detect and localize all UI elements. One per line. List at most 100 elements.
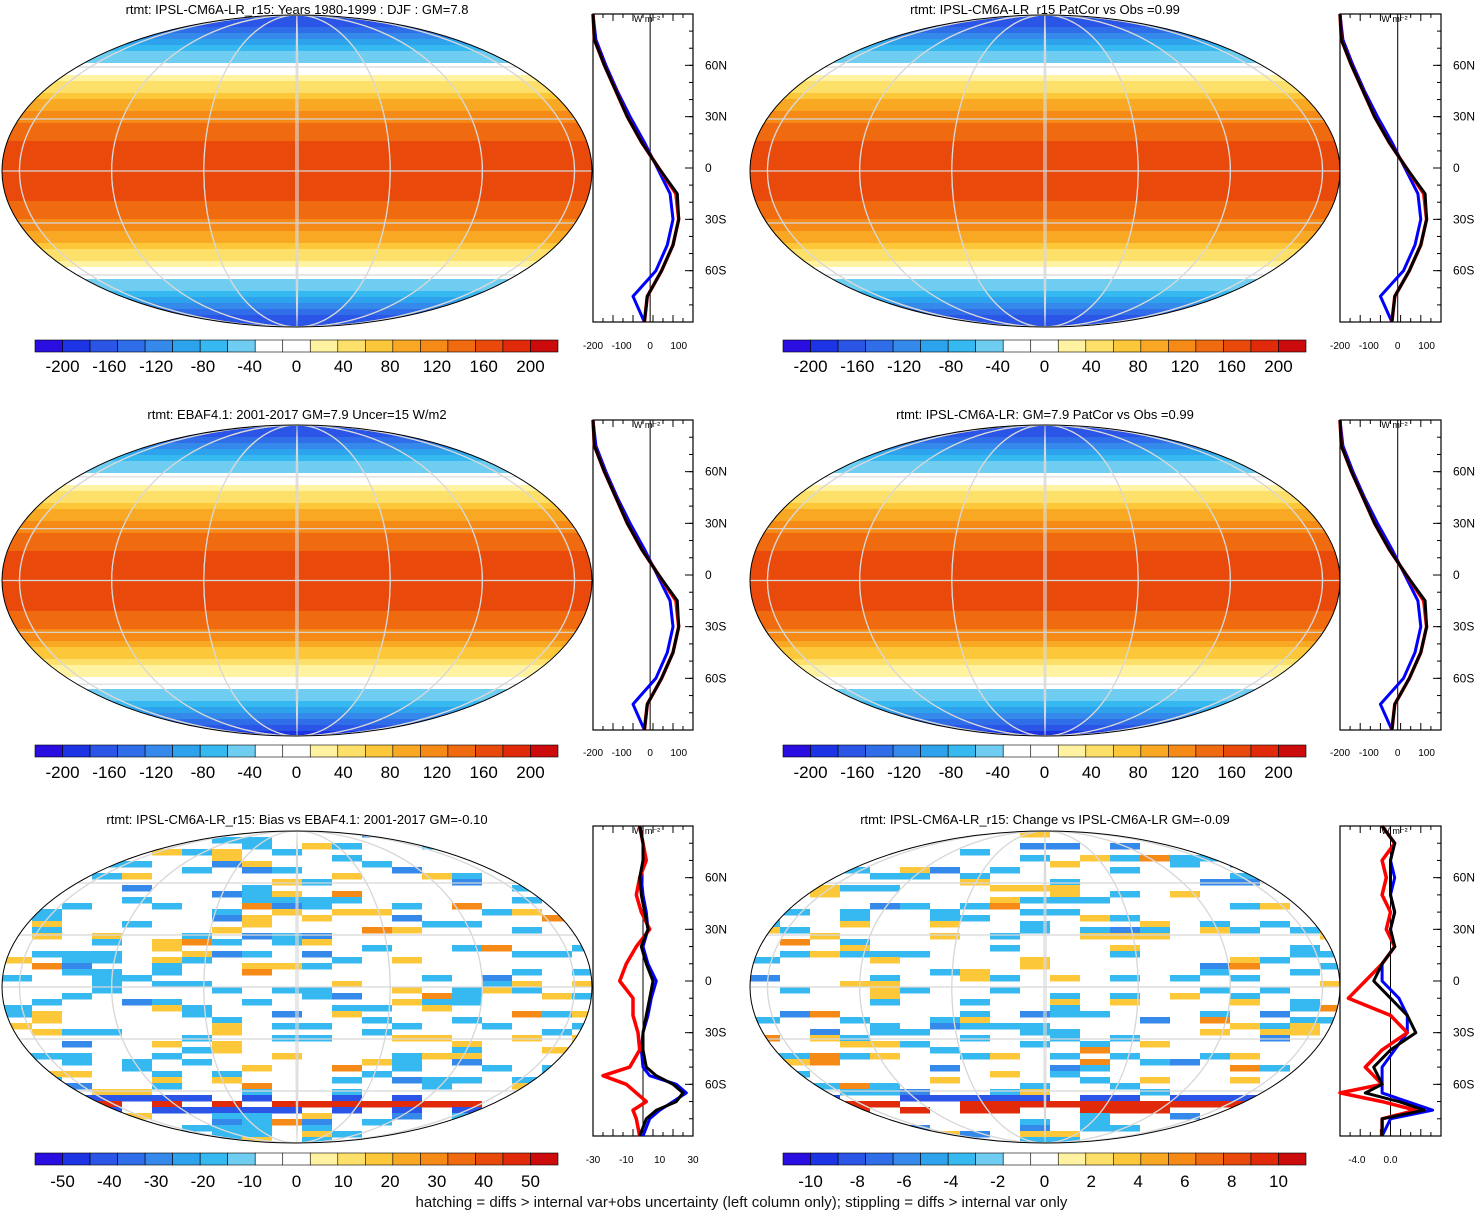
map-patch — [212, 909, 242, 916]
map-patch — [1200, 879, 1230, 886]
profile-units: W m⁻² — [1381, 826, 1407, 836]
map-patch — [542, 1047, 572, 1054]
map-band — [750, 129, 1340, 136]
map-patch — [840, 1137, 870, 1143]
colorbar-box — [447, 1152, 476, 1166]
map-band — [750, 491, 1340, 498]
map-patch — [810, 885, 840, 892]
map-patch — [92, 1113, 122, 1120]
map-patch — [1020, 885, 1050, 892]
map-band — [750, 63, 1340, 70]
map-patch — [1200, 1029, 1230, 1036]
map-patch — [1050, 1029, 1080, 1036]
colorbar-box — [34, 744, 63, 758]
map-patch — [750, 885, 780, 892]
colorbar-tick-label: 10 — [1269, 1172, 1288, 1191]
zonal-profile: W m⁻² 60N 30N 0 30S 60S -4.0 0.0 — [1338, 824, 1475, 1166]
map-patch — [1230, 963, 1260, 970]
map-patch — [1230, 879, 1260, 886]
map-band — [750, 39, 1340, 46]
map-patch — [870, 957, 900, 964]
map-band — [750, 27, 1340, 34]
colorbar-box — [1168, 744, 1197, 758]
map-band — [2, 171, 592, 178]
map-band — [750, 683, 1340, 690]
map-patch — [1140, 855, 1170, 862]
map-band — [750, 183, 1340, 190]
colorbar-box — [1057, 339, 1087, 353]
map-patch — [1020, 897, 1050, 904]
map-band — [2, 653, 592, 660]
map-patch — [62, 1071, 92, 1078]
map-patch — [572, 1023, 592, 1030]
map-patch — [152, 981, 182, 988]
map-patch — [1170, 891, 1200, 898]
map-patch — [62, 1137, 92, 1143]
map-patch — [1080, 927, 1110, 934]
map-patch — [332, 1011, 362, 1018]
map-patch — [302, 1113, 332, 1120]
map-patch — [1080, 1041, 1110, 1048]
map-patch — [422, 975, 452, 982]
map-patch — [1020, 831, 1050, 838]
profile-lat-label: 0 — [1453, 568, 1460, 582]
map-patch — [1050, 999, 1080, 1006]
map-patch — [482, 975, 512, 982]
map-patch — [32, 933, 62, 940]
map-patch — [1260, 921, 1290, 928]
map-patch — [422, 831, 452, 838]
map-band — [2, 303, 592, 310]
colorbar-box — [1168, 339, 1197, 353]
colorbar-tick-label: 120 — [423, 763, 451, 782]
colorbar-box — [420, 339, 449, 353]
map-patch — [302, 939, 332, 946]
map-band — [750, 225, 1340, 232]
map-patch — [572, 909, 592, 916]
map-meridian — [766, 425, 1324, 736]
map-band — [2, 695, 592, 702]
map-patch — [1110, 915, 1140, 922]
map-band — [750, 285, 1340, 292]
map-patch — [1050, 1005, 1080, 1012]
map-meridian — [1043, 425, 1047, 736]
colorbar-tick-label: 0 — [1040, 1172, 1049, 1191]
profile-series-line — [591, 419, 675, 731]
colorbar-box — [392, 1152, 421, 1166]
map-patch — [810, 1029, 840, 1036]
map-patch — [900, 1089, 930, 1096]
map-band — [2, 183, 592, 190]
map-band — [2, 689, 592, 696]
map-patch — [840, 867, 870, 874]
map-patch — [332, 981, 362, 988]
map-patch — [870, 999, 900, 1006]
colorbar-tick-label: 6 — [1180, 1172, 1189, 1191]
map-band — [2, 593, 592, 600]
map-patch — [242, 867, 272, 874]
map-band — [750, 665, 1340, 672]
map-patch — [272, 1101, 302, 1108]
map-patch — [572, 1053, 592, 1060]
map-band — [2, 267, 592, 274]
profile-series-line — [1338, 419, 1429, 731]
map-band — [750, 521, 1340, 528]
map-patch — [362, 1119, 392, 1126]
map-patch — [960, 1107, 990, 1114]
map-patch — [900, 987, 930, 994]
map-patch — [482, 909, 512, 916]
profile-x-label: 100 — [1418, 748, 1435, 759]
colorbar-box — [1250, 744, 1279, 758]
map-band — [2, 605, 592, 612]
map-band — [2, 455, 592, 462]
map-patch — [542, 1101, 572, 1108]
colorbar-box — [530, 1152, 559, 1166]
map-patch — [870, 1029, 900, 1036]
map-patch — [452, 993, 482, 1000]
map-patch — [840, 1017, 870, 1024]
colorbar-box — [502, 1152, 531, 1166]
map-patch — [1260, 957, 1290, 964]
map-patch — [960, 1011, 990, 1018]
map-patch — [242, 1089, 272, 1096]
map-patch — [2, 861, 32, 868]
map-patch — [62, 1095, 92, 1102]
map-patch — [542, 837, 572, 844]
